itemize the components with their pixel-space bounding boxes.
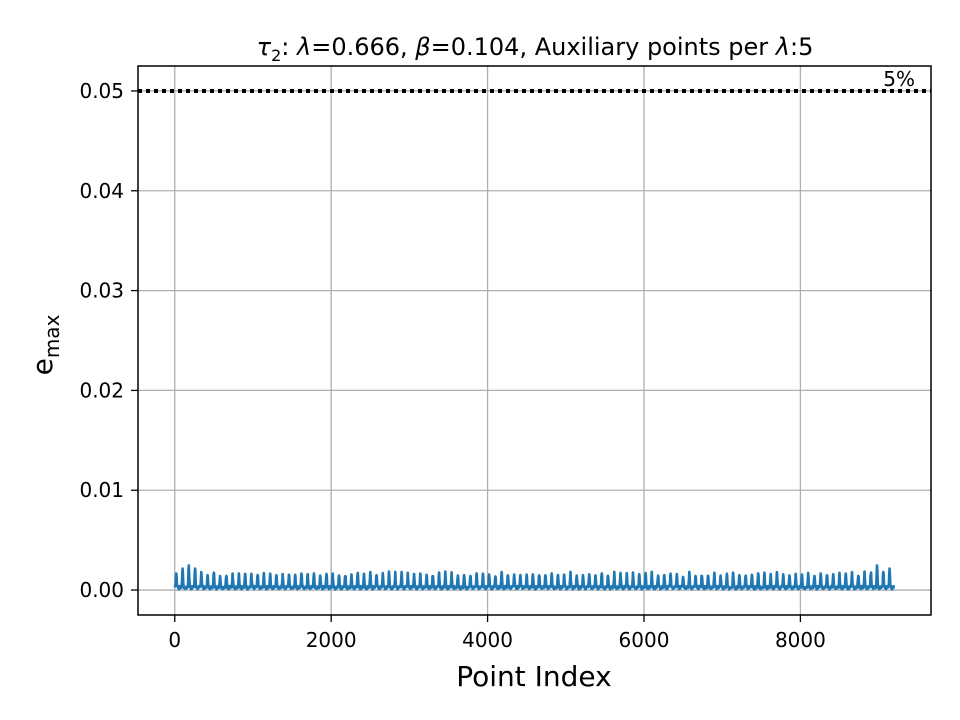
x-tick-label: 0 — [168, 628, 181, 652]
threshold-label: 5% — [883, 67, 915, 91]
y-axis-label-subscript: max — [40, 314, 64, 358]
title-beta-value: =0.104, Auxiliary points per — [431, 33, 776, 61]
y-tick-label: 0.00 — [79, 578, 124, 602]
x-axis-label: Point Index — [456, 660, 612, 693]
y-tick-label: 0.02 — [79, 378, 124, 402]
title-tail: :5 — [790, 33, 813, 61]
title-tau-subscript: 2 — [271, 46, 281, 65]
x-tick-label: 6000 — [619, 628, 670, 652]
plot-frame — [137, 65, 932, 616]
y-axis-label: emax — [26, 314, 64, 375]
chart-title: τ2: λ=0.666, β=0.104, Auxiliary points p… — [257, 33, 814, 65]
y-tick-label: 0.01 — [79, 478, 124, 502]
x-axis-ticks: 0 2000 4000 6000 8000 — [168, 615, 826, 652]
title-lambda-symbol: λ — [295, 33, 311, 61]
x-tick-label: 2000 — [306, 628, 357, 652]
y-axis-ticks: 0.00 0.01 0.02 0.03 0.04 0.05 — [79, 79, 138, 602]
y-tick-label: 0.05 — [79, 79, 124, 103]
title-lambda-value: =0.666, — [311, 33, 415, 61]
series-line — [173, 564, 896, 591]
title-beta-symbol: β — [414, 33, 430, 61]
x-tick-label: 4000 — [462, 628, 513, 652]
y-axis-label-main: e — [26, 358, 59, 375]
x-tick-label: 8000 — [775, 628, 826, 652]
title-lambda-symbol-2: λ — [774, 33, 790, 61]
title-colon: : — [281, 33, 297, 61]
y-tick-label: 0.03 — [79, 279, 124, 303]
x-gridlines — [174, 66, 802, 615]
title-tau-symbol: τ — [257, 33, 272, 61]
y-tick-label: 0.04 — [79, 179, 124, 203]
